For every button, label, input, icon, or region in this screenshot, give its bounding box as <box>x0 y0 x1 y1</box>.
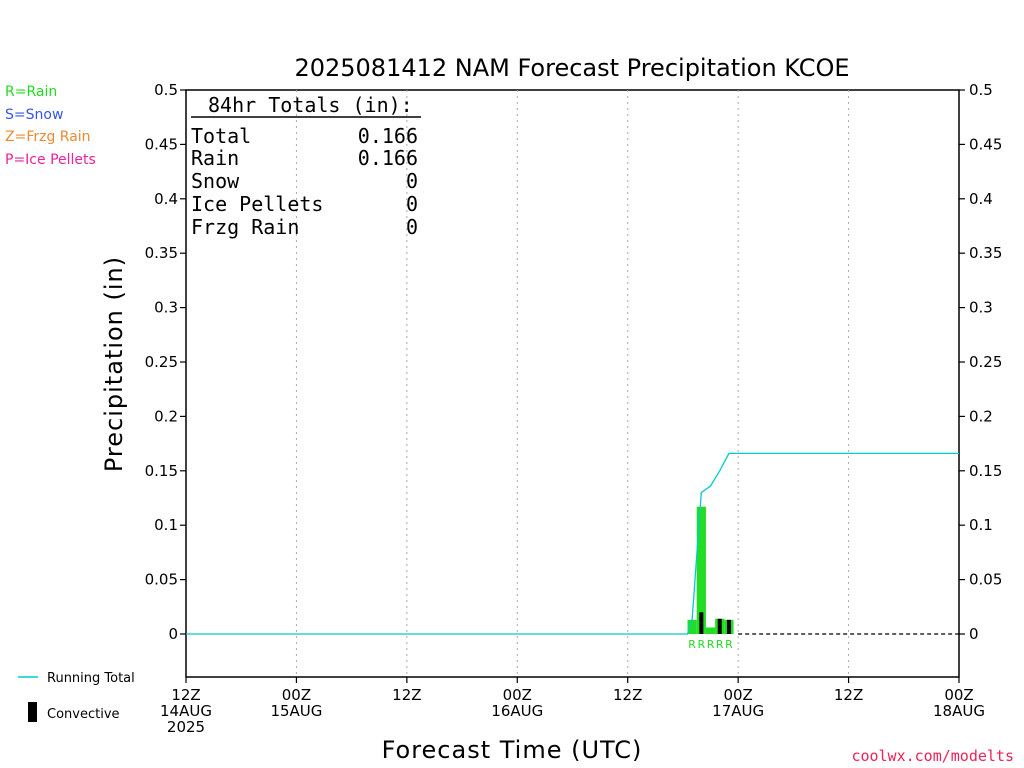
x-tick-label: 00Z <box>723 686 752 704</box>
totals-value-total: 0.166 <box>358 124 418 148</box>
legend-convective: Convective <box>47 707 120 722</box>
x-tick-label: 14AUG <box>160 702 212 720</box>
y-tick-label-right: 0.2 <box>969 407 993 425</box>
totals-label-rain: Rain <box>191 146 239 170</box>
ptype-marker: R <box>688 638 696 651</box>
legend-rain: R=Rain <box>5 84 57 100</box>
y-tick-label-right: 0.35 <box>969 244 1002 262</box>
y-tick-label-left: 0.5 <box>154 81 178 99</box>
y-tick-label-left: 0.45 <box>145 135 178 153</box>
y-tick-label-right: 0 <box>969 625 979 643</box>
rain-bar <box>705 627 716 634</box>
totals-heading: 84hr Totals (in): <box>208 93 413 117</box>
ptype-marker: R <box>707 638 715 651</box>
x-tick-label: 18AUG <box>933 702 985 720</box>
y-tick-label-left: 0.25 <box>145 353 178 371</box>
series-legend: Running Total Convective <box>18 671 135 722</box>
convective-swatch <box>28 702 37 722</box>
x-tick-label: 16AUG <box>491 702 543 720</box>
chart-title: 2025081412 NAM Forecast Precipitation KC… <box>294 54 849 82</box>
y-tick-label-right: 0.1 <box>969 516 993 534</box>
totals-box: 84hr Totals (in): Total 0.166 Rain 0.166… <box>191 93 421 239</box>
x-tick-label: 15AUG <box>270 702 322 720</box>
x-tick-label: 00Z <box>503 686 532 704</box>
legend-running-total: Running Total <box>47 671 135 686</box>
totals-value-rain: 0.166 <box>358 146 418 170</box>
y-axis-ticks: 0 00.05 0.050.1 0.10.15 0.150.2 0.20.25 0.250.… <box>145 81 1003 643</box>
totals-label-total: Total <box>191 124 251 148</box>
x-tick-label: 12Z <box>392 686 421 704</box>
y-tick-label-right: 0.15 <box>969 462 1002 480</box>
y-tick-label-left: 0.15 <box>145 462 178 480</box>
y-tick-label-right: 0.5 <box>969 81 993 99</box>
y-tick-label-left: 0.05 <box>145 571 178 589</box>
totals-value-snow: 0 <box>406 169 418 193</box>
x-tick-label: 12Z <box>834 686 863 704</box>
x-tick-label: 12Z <box>171 686 200 704</box>
legend-frzg-rain: Z=Frzg Rain <box>5 129 91 145</box>
y-tick-label-left: 0 <box>168 625 178 643</box>
credit-link[interactable]: coolwx.com/modelts <box>851 747 1014 765</box>
convective-bar <box>699 612 704 634</box>
x-tick-label: 00Z <box>944 686 973 704</box>
grid-lines <box>295 90 850 677</box>
x-tick-label: 00Z <box>282 686 311 704</box>
totals-label-frzg-rain: Frzg Rain <box>191 215 299 239</box>
plot-frame <box>185 89 960 678</box>
running-total-line <box>186 452 959 635</box>
x-tick-label: 17AUG <box>712 702 764 720</box>
x-axis-label: Forecast Time (UTC) <box>382 736 643 764</box>
convective-bar <box>726 619 731 634</box>
ptype-marker: R <box>698 638 706 651</box>
y-tick-label-right: 0.45 <box>969 135 1002 153</box>
y-tick-label-right: 0.25 <box>969 353 1002 371</box>
legend-ice-pellets: P=Ice Pellets <box>5 152 96 168</box>
totals-label-snow: Snow <box>191 169 240 193</box>
y-tick-label-left: 0.35 <box>145 244 178 262</box>
ptype-legend: R=Rain S=Snow Z=Frzg Rain P=Ice Pellets <box>5 84 96 168</box>
precip-bars <box>687 506 734 634</box>
y-tick-label-right: 0.05 <box>969 571 1002 589</box>
legend-snow: S=Snow <box>5 107 63 123</box>
ptype-marker: R <box>725 638 733 651</box>
rain-bar <box>696 506 706 634</box>
totals-value-frzg-rain: 0 <box>406 215 418 239</box>
y-tick-label-right: 0.4 <box>969 190 993 208</box>
y-axis-label: Precipitation (in) <box>100 256 128 472</box>
x-tick-label: 12Z <box>613 686 642 704</box>
totals-value-ice-pellets: 0 <box>406 192 418 216</box>
convective-bar <box>717 618 722 634</box>
ptype-marker: R <box>716 638 724 651</box>
y-tick-label-right: 0.3 <box>969 299 993 317</box>
y-tick-label-left: 0.3 <box>154 299 178 317</box>
y-tick-label-left: 0.1 <box>154 516 178 534</box>
y-tick-label-left: 0.2 <box>154 407 178 425</box>
totals-label-ice-pellets: Ice Pellets <box>191 192 323 216</box>
x-tick-label: 2025 <box>167 718 205 736</box>
rain-bar <box>687 619 697 634</box>
running-total-layer <box>186 452 959 635</box>
y-tick-label-left: 0.4 <box>154 190 178 208</box>
